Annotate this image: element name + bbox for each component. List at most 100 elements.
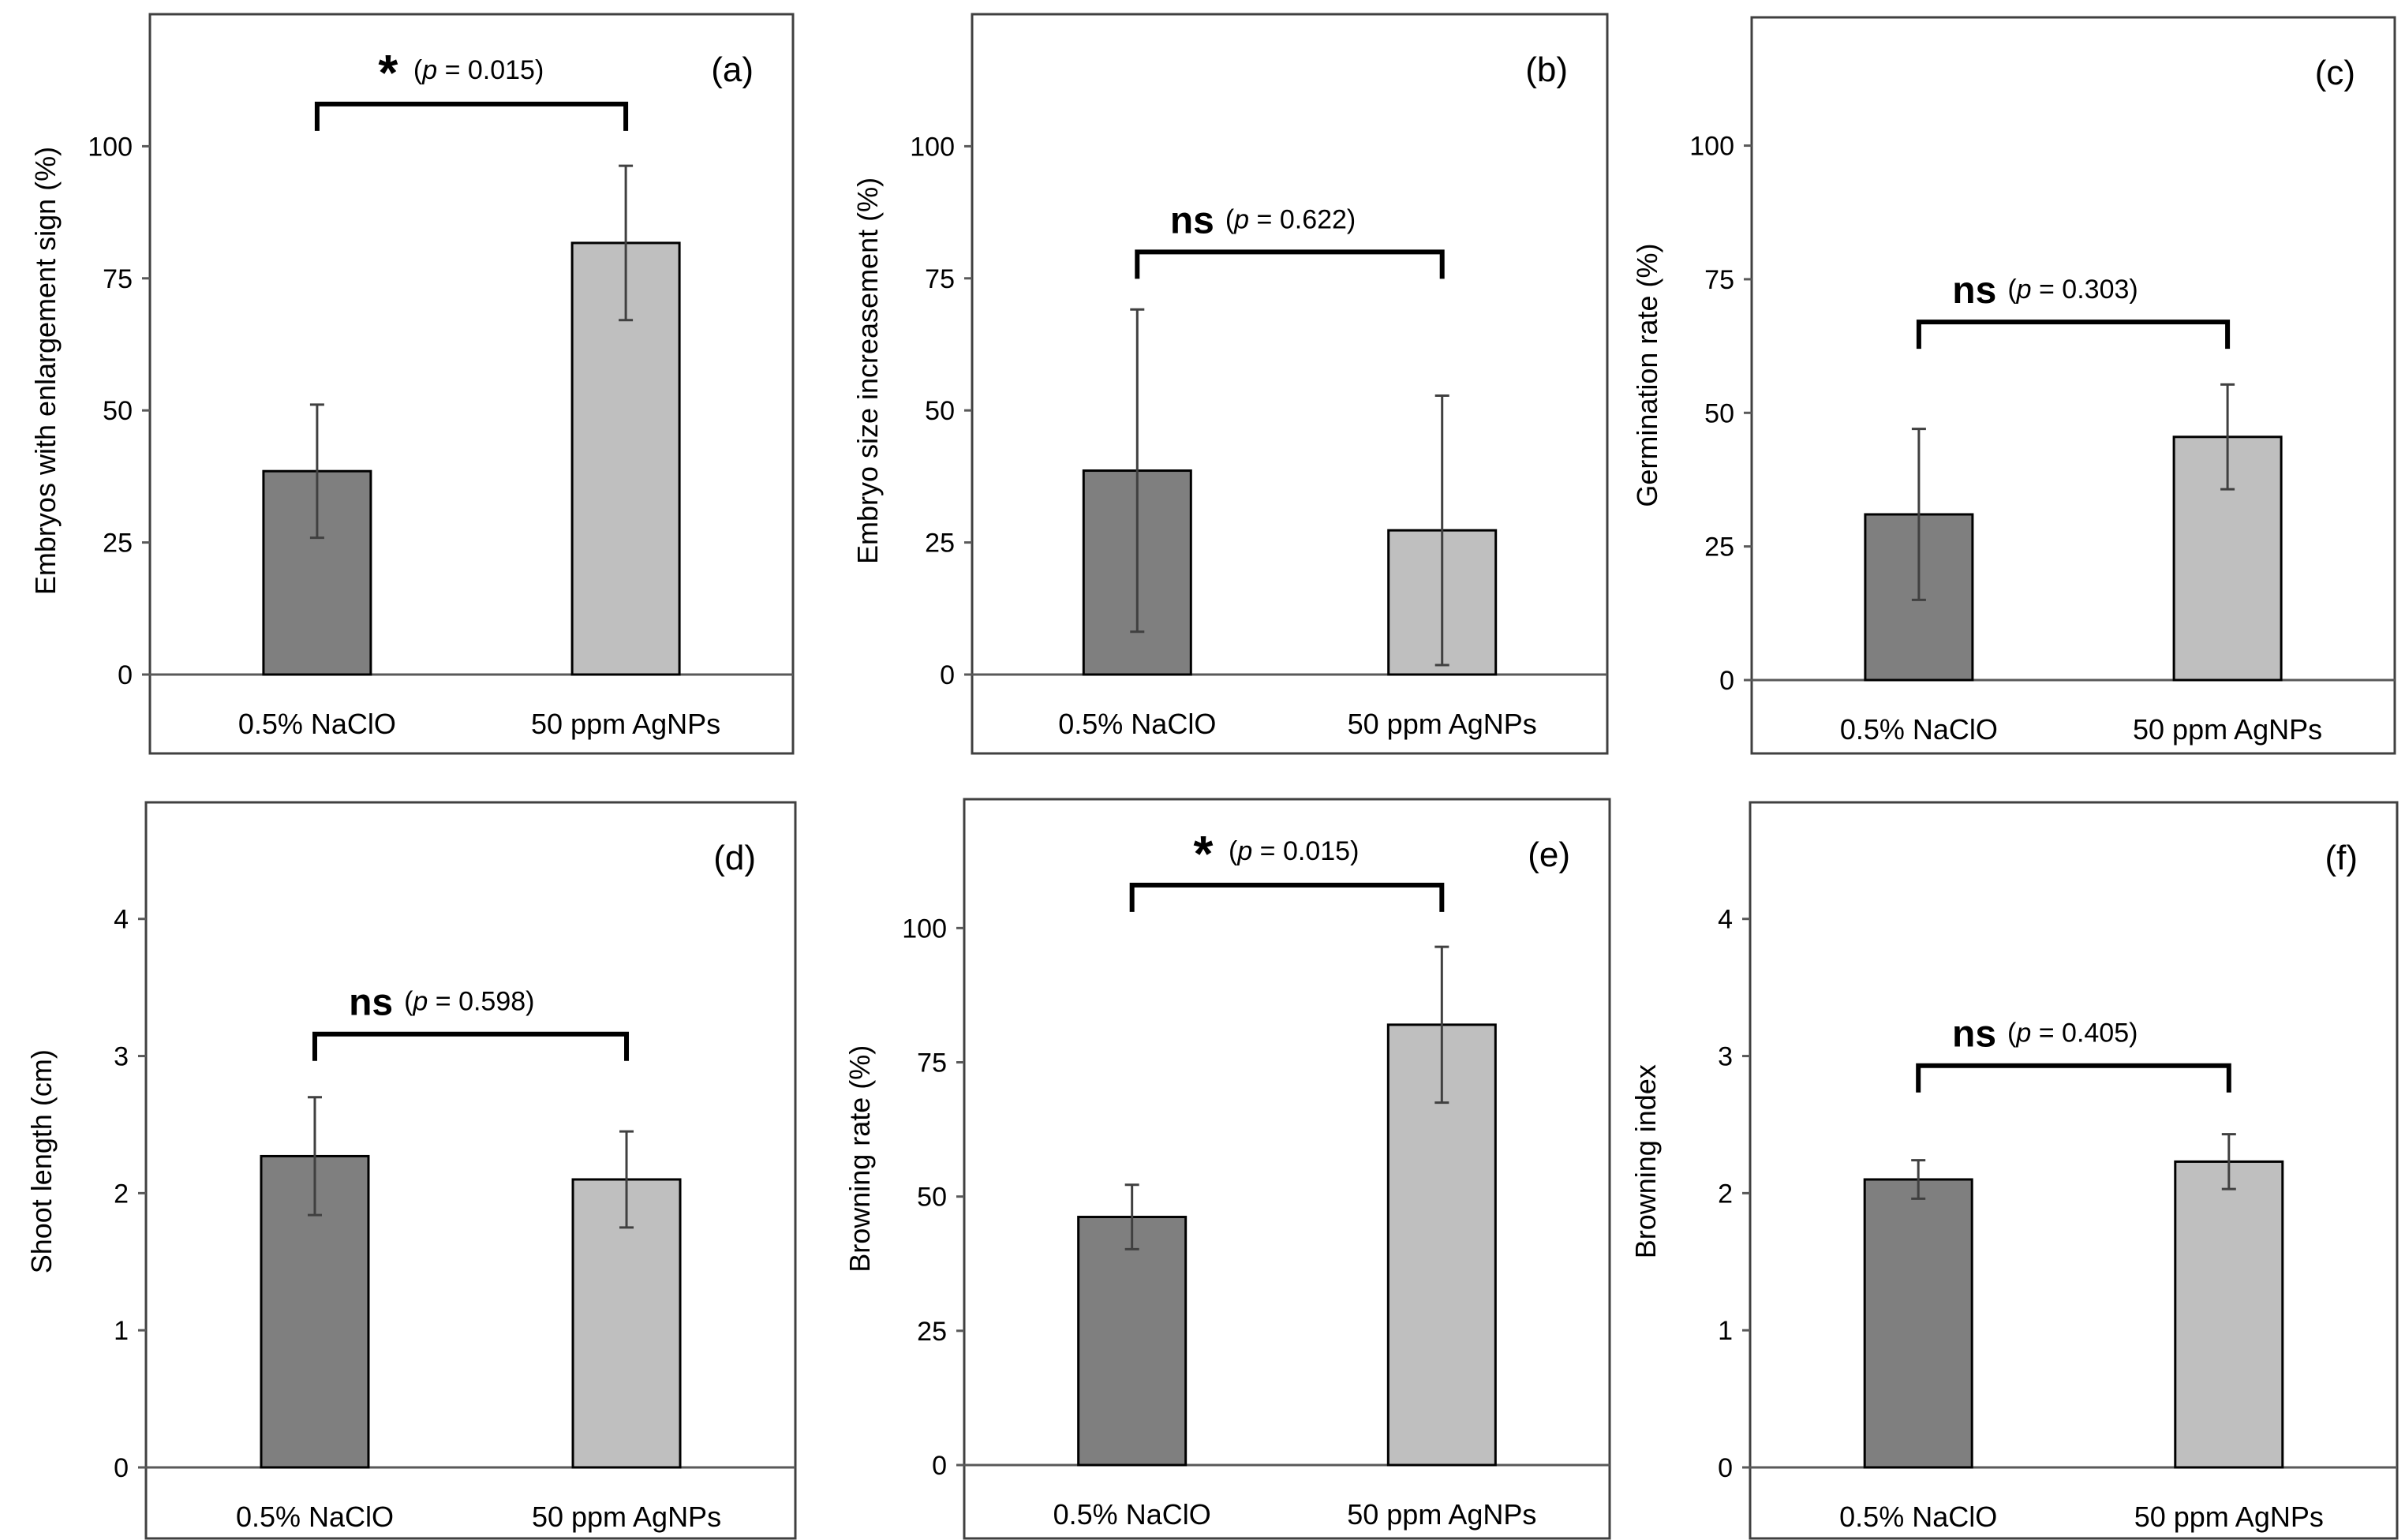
p-value-label: (p = 0.405) xyxy=(2007,1019,2138,1048)
p-value-label: (p = 0.303) xyxy=(2007,275,2138,305)
p-value-label: (p = 0.015) xyxy=(1229,836,1359,866)
category-label: 50 ppm AgNPs xyxy=(532,1501,721,1533)
error-bar xyxy=(1911,1159,1926,1200)
category-label: 50 ppm AgNPs xyxy=(2134,1501,2324,1533)
error-bar xyxy=(309,403,324,540)
error-bar xyxy=(1434,394,1449,667)
panel-frame xyxy=(971,13,1609,755)
category-label: 0.5% NaClO xyxy=(1053,1498,1211,1531)
y-tick-label: 2 xyxy=(114,1179,129,1209)
y-tick-label: 75 xyxy=(103,264,133,294)
y-tick-label: 0 xyxy=(118,660,133,690)
category-label: 50 ppm AgNPs xyxy=(531,708,720,740)
panel-frame xyxy=(963,798,1611,1540)
y-tick-label: 25 xyxy=(925,529,955,559)
y-tick-label: 0 xyxy=(114,1453,129,1483)
category-label: 0.5% NaClO xyxy=(1840,713,1998,746)
bar-naclo xyxy=(1863,1178,1973,1469)
y-tick-label: 100 xyxy=(910,132,955,162)
significance-bracket xyxy=(1916,1063,2231,1093)
chart-panel-d: 0 1 2 3 4 Shoot length (cm) (d) 0.5% NaClO 50 pp… xyxy=(25,801,797,1540)
y-tick-label: 4 xyxy=(1718,905,1733,935)
y-tick-label: 3 xyxy=(114,1042,129,1072)
y-tick-label: 100 xyxy=(1689,132,1734,162)
y-axis-label: Embryos with enlargement sign (%) xyxy=(29,147,62,595)
chart-panel-a: 0 25 50 75 100 Embryos with enlargement sign … xyxy=(29,13,795,755)
significance-symbol: * xyxy=(1194,825,1214,882)
error-bar xyxy=(1911,428,1926,601)
significance-symbol: ns xyxy=(349,982,393,1024)
significance-bracket xyxy=(1129,882,1445,912)
y-tick-label: 25 xyxy=(917,1317,947,1347)
error-bar xyxy=(2221,1133,2236,1191)
y-tick-label: 75 xyxy=(1704,265,1734,295)
chart-panel-b: 0 25 50 75 100 Embryo size increasement (%) (b… xyxy=(851,13,1609,755)
error-bar xyxy=(2220,383,2235,491)
error-bar xyxy=(307,1096,322,1217)
category-label: 50 ppm AgNPs xyxy=(1348,708,1537,740)
category-label: 0.5% NaClO xyxy=(1058,708,1216,740)
panel-label: (c) xyxy=(2315,54,2355,92)
panel-frame xyxy=(148,13,795,755)
significance-bracket xyxy=(1135,249,1445,279)
y-tick-label: 25 xyxy=(1704,533,1734,563)
y-axis-label: Shoot length (cm) xyxy=(25,1049,58,1273)
y-axis-label: Browning rate (%) xyxy=(843,1045,876,1273)
significance-symbol: ns xyxy=(1952,270,1996,312)
y-tick-label: 50 xyxy=(917,1183,947,1213)
y-tick-label: 25 xyxy=(103,529,133,559)
significance-symbol: ns xyxy=(1952,1014,1996,1056)
y-tick-label: 50 xyxy=(103,396,133,426)
y-tick-label: 0 xyxy=(1719,666,1734,696)
panel-frame xyxy=(1750,16,2396,755)
panel-label: (e) xyxy=(1528,835,1570,874)
error-bar xyxy=(619,1130,634,1229)
error-bar xyxy=(1130,308,1145,634)
p-value-label: (p = 0.598) xyxy=(404,987,534,1017)
chart-panel-c: 0 25 50 75 100 Germination rate (%) (c) 0.5% Na… xyxy=(1631,16,2396,755)
category-label: 0.5% NaClO xyxy=(1839,1501,1997,1533)
y-axis-label: Browning index xyxy=(1629,1064,1662,1258)
significance-symbol: * xyxy=(378,44,398,101)
error-bar xyxy=(1124,1183,1139,1250)
significance-bracket xyxy=(314,101,629,131)
y-tick-label: 75 xyxy=(917,1048,947,1078)
category-label: 0.5% NaClO xyxy=(238,708,396,740)
panel-frame xyxy=(1749,801,2399,1540)
y-tick-label: 50 xyxy=(925,396,955,426)
y-tick-label: 4 xyxy=(114,905,129,935)
y-tick-label: 100 xyxy=(902,914,947,944)
error-bar xyxy=(1434,945,1449,1105)
significance-symbol: ns xyxy=(1170,200,1214,241)
category-label: 50 ppm AgNPs xyxy=(1347,1498,1536,1531)
y-tick-label: 50 xyxy=(1704,398,1734,428)
panel-frame xyxy=(144,801,797,1540)
bar-agnps xyxy=(2174,1160,2284,1469)
y-tick-label: 0 xyxy=(1718,1453,1733,1483)
panel-label: (d) xyxy=(713,839,756,877)
category-label: 0.5% NaClO xyxy=(236,1501,394,1533)
y-tick-label: 3 xyxy=(1718,1042,1733,1072)
y-tick-label: 2 xyxy=(1718,1179,1733,1209)
chart-panel-f: 0 1 2 3 4 Browning index (f) 0.5% NaClO 50 ppm A… xyxy=(1629,801,2399,1540)
y-axis-label: Embryo size increasement (%) xyxy=(851,178,884,564)
y-tick-label: 0 xyxy=(940,660,955,690)
bar-naclo xyxy=(1077,1216,1188,1467)
p-value-label: (p = 0.015) xyxy=(413,55,544,85)
panel-label: (a) xyxy=(711,50,754,89)
y-tick-label: 100 xyxy=(88,132,133,162)
chart-panel-e: 0 25 50 75 100 Browning rate (%) (e) 0.5% NaClO… xyxy=(843,798,1611,1540)
panel-label: (f) xyxy=(2325,839,2358,877)
y-tick-label: 1 xyxy=(1718,1316,1733,1346)
p-value-label: (p = 0.622) xyxy=(1225,204,1356,234)
error-bar xyxy=(619,164,634,322)
y-axis-label: Germination rate (%) xyxy=(1631,244,1663,507)
y-tick-label: 0 xyxy=(932,1451,947,1481)
category-label: 50 ppm AgNPs xyxy=(2133,713,2322,746)
significance-bracket xyxy=(312,1031,630,1061)
significance-bracket xyxy=(1916,320,2231,349)
y-tick-label: 75 xyxy=(925,264,955,294)
panel-label: (b) xyxy=(1525,50,1568,89)
y-tick-label: 1 xyxy=(114,1316,129,1346)
